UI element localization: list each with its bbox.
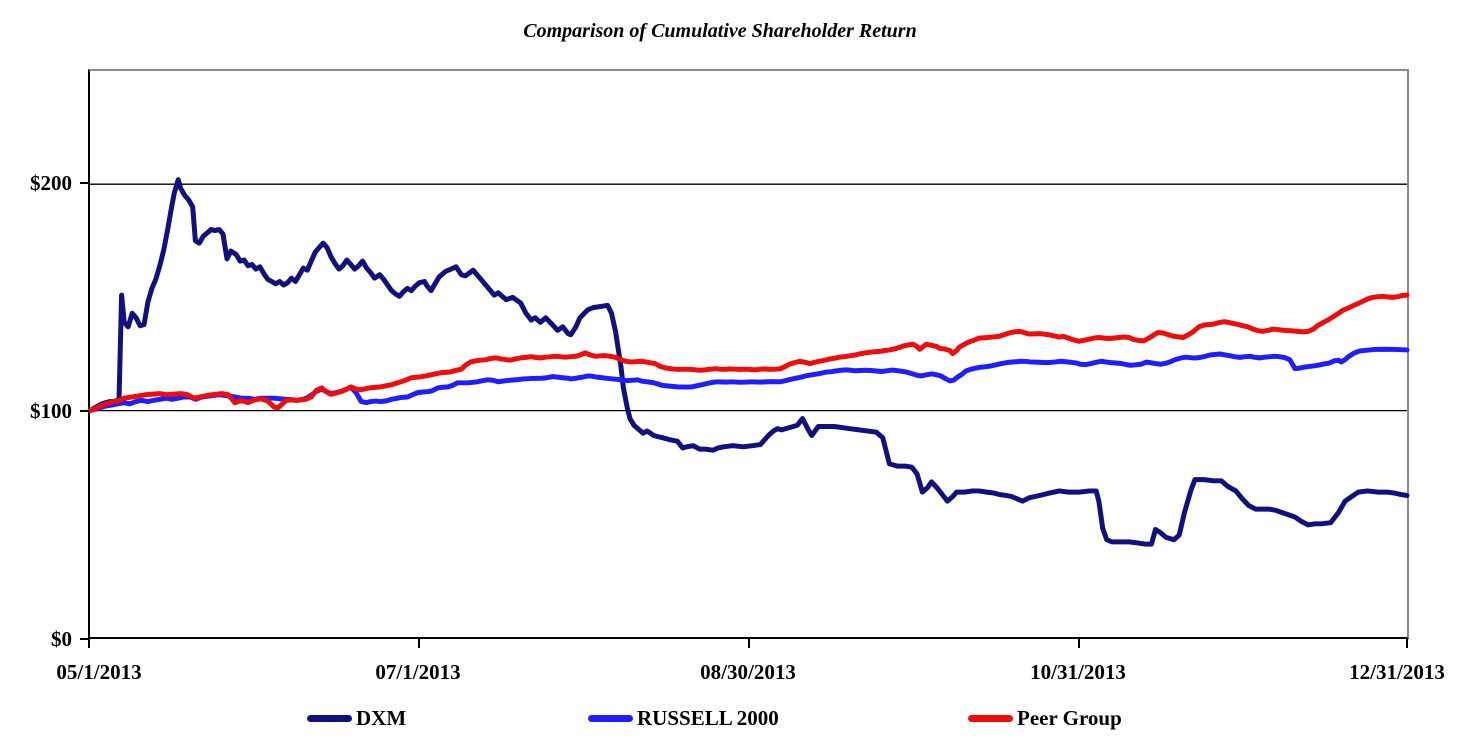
x-tick-may — [88, 639, 90, 648]
chart-title: Comparison of Cumulative Shareholder Ret… — [523, 20, 917, 42]
x-tick-december — [1406, 639, 1408, 648]
series-line-dxm — [87, 177, 1410, 547]
x-axis-label-july: 07/1/2013 — [375, 660, 461, 684]
y-axis-label-100: $100 — [30, 399, 72, 423]
y-axis-label-200: $200 — [30, 171, 72, 195]
legend-line-sample-russell-2000 — [588, 714, 633, 722]
x-axis-label-august: 08/30/2013 — [700, 660, 796, 684]
legend-line-sample-peer-group — [968, 714, 1013, 722]
y-tick-200 — [80, 182, 89, 184]
series-plot — [87, 177, 1410, 547]
legend-label-dxm: DXM — [356, 705, 407, 730]
y-axis-label-0: $0 — [51, 627, 72, 651]
x-tick-october — [1078, 639, 1080, 648]
legend-item-peer-group: Peer Group — [968, 704, 1122, 732]
legend-label-peer-group: Peer Group — [1017, 705, 1122, 730]
x-axis-label-may: 05/1/2013 — [56, 660, 142, 684]
y-tick-100 — [80, 410, 89, 412]
x-axis-label-december: 12/31/2013 — [1349, 660, 1445, 684]
series-line-peer-group — [87, 292, 1410, 414]
legend-label-russell-2000: RUSSELL 2000 — [637, 705, 779, 730]
legend-item-russell-2000: RUSSELL 2000 — [588, 704, 779, 732]
x-axis-label-october: 10/31/2013 — [1030, 660, 1126, 684]
y-tick-0 — [80, 638, 89, 640]
x-tick-july — [418, 639, 420, 648]
legend-item-dxm: DXM — [307, 704, 406, 732]
plot-area — [87, 69, 1410, 639]
legend-line-sample-dxm — [307, 714, 352, 722]
x-tick-august — [748, 639, 750, 648]
